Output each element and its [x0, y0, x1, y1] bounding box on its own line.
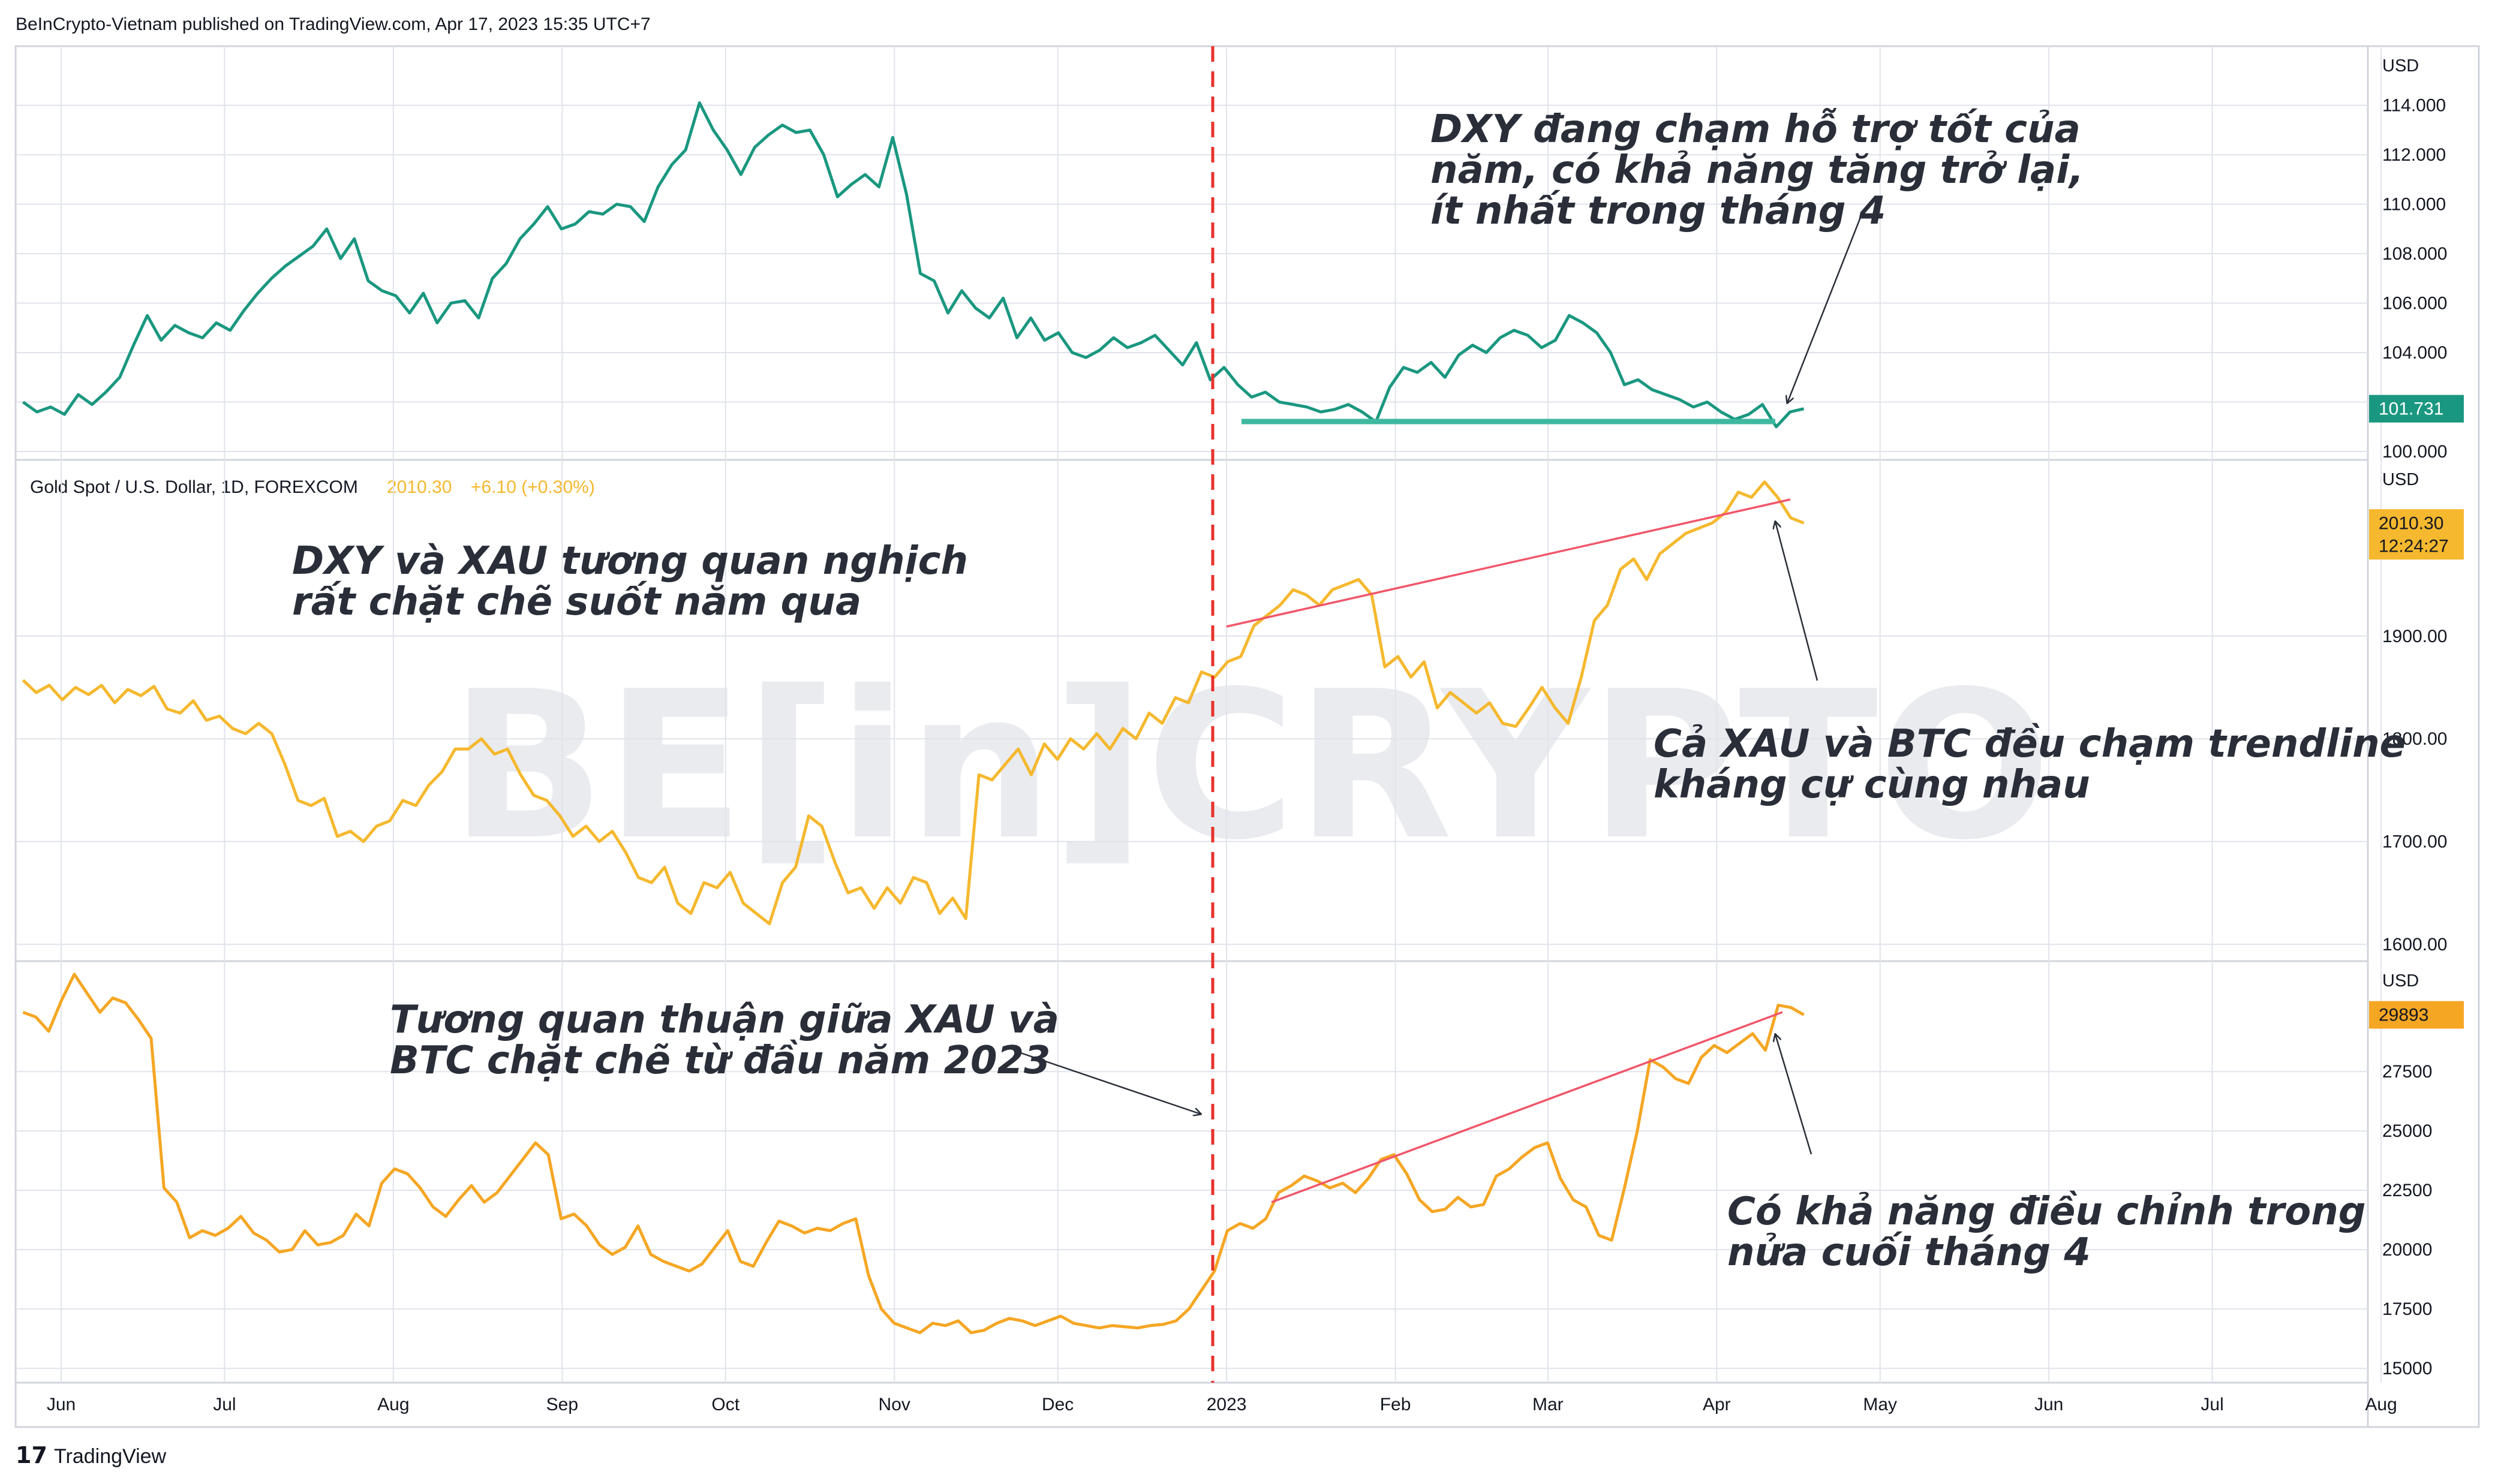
dxy-last-value-label: 101.731 — [2379, 399, 2443, 419]
xau-price-line — [22, 480, 1805, 926]
positive-note-line-1: Tương quan thuận giữa XAU và — [390, 998, 1059, 1042]
dxy-note-line-1: DXY đang chạm hỗ trợ tốt của — [1430, 107, 2081, 152]
y-tick-label-2-3: 22500 — [2382, 1181, 2432, 1200]
y-tick-label-1-0: 1600.00 — [2382, 935, 2447, 955]
xau-legend-change: +6.10 (+0.30%) — [471, 477, 595, 497]
x-tick-label-3: Sep — [546, 1395, 578, 1414]
chart-outer-frame — [14, 45, 2480, 1428]
btc-price-line — [22, 973, 1805, 1335]
pullback-note: Có khả năng điều chỉnh trong nửa cuối th… — [1727, 1190, 2379, 1275]
trendline-note-line-1: Cả XAU và BTC đều chạm trendline — [1654, 722, 2406, 766]
pane-0-unit-label: USD — [2382, 56, 2419, 76]
positive-note-arrow — [1013, 1049, 1201, 1114]
x-tick-label-5: Nov — [879, 1395, 910, 1414]
dxy-note-arrow — [1787, 212, 1863, 403]
dxy-note-line-2: năm, có khả năng tăng trở lại, — [1430, 148, 2084, 192]
y-tick-label-1-3: 1900.00 — [2382, 627, 2447, 646]
x-tick-label-13: Jul — [2201, 1395, 2223, 1414]
x-tick-label-2: Aug — [377, 1395, 409, 1414]
tradingview-logo-icon: 17 — [16, 1442, 47, 1468]
axis-layer: Jun Jul Aug Sep Oct Nov Dec 2023 Feb Mar Apr May Jun… — [47, 56, 2464, 1414]
x-tick-label-11: May — [1863, 1395, 1897, 1414]
pane-1-unit-label: USD — [2382, 470, 2419, 489]
xau-bar-countdown: 12:24:27 — [2379, 536, 2449, 556]
trendline-note-line-2: kháng cự cùng nhau — [1654, 763, 2090, 807]
xau-last-value-label: 2010.30 — [2379, 513, 2443, 533]
xau-legend-title: Gold Spot / U.S. Dollar, 1D, FOREXCOM — [30, 477, 358, 497]
grid-layer — [16, 46, 2382, 1383]
xau-legend-price: 2010.30 — [387, 477, 452, 497]
dxy-price-line — [22, 101, 1805, 429]
x-tick-label-10: Apr — [1703, 1395, 1731, 1414]
pullback-note-line-1: Có khả năng điều chỉnh trong — [1727, 1190, 2366, 1234]
y-tick-label-2-4: 25000 — [2382, 1121, 2432, 1141]
dxy-last-value-tag — [2369, 395, 2464, 423]
y-tick-label-0-2: 104.000 — [2382, 343, 2447, 363]
positive-note-line-2: BTC chặt chẽ từ đầu năm 2023 — [390, 1039, 1051, 1083]
tradingview-brand: TradingView — [54, 1445, 167, 1468]
y-tick-label-2-1: 17500 — [2382, 1299, 2432, 1319]
x-tick-label-14: Aug — [2365, 1395, 2397, 1414]
x-tick-label-9: Mar — [1532, 1395, 1564, 1414]
xau-resistance-trendline — [1226, 498, 1791, 628]
inverse-note-line-1: DXY và XAU tương quan nghịch — [292, 539, 968, 583]
y-tick-label-0-0: 100.000 — [2382, 442, 2447, 462]
x-tick-label-7: 2023 — [1207, 1395, 1247, 1414]
trendline-note: Cả XAU và BTC đều chạm trendline kháng c… — [1654, 722, 2419, 807]
y-tick-label-2-5: 27500 — [2382, 1062, 2432, 1082]
inverse-note-line-2: rất chặt chẽ suốt năm qua — [292, 580, 861, 624]
trendline-note-arrow — [1775, 522, 1818, 681]
pullback-note-line-2: nửa cuối tháng 4 — [1727, 1230, 2091, 1275]
tradingview-logo[interactable]: 17 TradingView — [16, 1442, 167, 1468]
y-tick-label-0-5: 110.000 — [2382, 195, 2446, 215]
xau-last-value-tag — [2369, 509, 2464, 560]
x-tick-label-12: Jun — [2034, 1395, 2063, 1414]
btc-last-value-label: 29893 — [2379, 1006, 2428, 1025]
btc-resistance-trendline — [1271, 1011, 1783, 1203]
x-tick-label-1: Jul — [213, 1395, 236, 1414]
beincrypto-watermark: BE[in]CRYPTO — [450, 648, 2051, 885]
x-tick-label-4: Oct — [711, 1395, 740, 1414]
series-layer — [22, 101, 1805, 1335]
y-tick-label-1-2: 1800.00 — [2382, 729, 2447, 749]
dxy-note: DXY đang chạm hỗ trợ tốt của năm, có khả… — [1430, 107, 2097, 233]
btc-last-value-tag — [2369, 1001, 2464, 1029]
publisher-line: BeInCrypto-Vietnam published on TradingV… — [16, 14, 651, 34]
x-tick-label-6: Dec — [1042, 1395, 1074, 1414]
x-tick-label-0: Jun — [47, 1395, 76, 1414]
y-tick-label-0-3: 106.000 — [2382, 294, 2447, 314]
y-tick-label-0-7: 114.000 — [2382, 96, 2446, 116]
x-tick-label-8: Feb — [1380, 1395, 1411, 1414]
inverse-note: DXY và XAU tương quan nghịch rất chặt ch… — [292, 539, 981, 624]
y-tick-label-2-0: 15000 — [2382, 1359, 2432, 1378]
y-tick-label-2-2: 20000 — [2382, 1240, 2432, 1260]
dxy-note-line-3: ít nhất trong tháng 4 — [1430, 189, 1886, 233]
pane-2-unit-label: USD — [2382, 971, 2419, 991]
y-tick-label-0-4: 108.000 — [2382, 244, 2447, 264]
y-tick-label-0-6: 112.000 — [2382, 145, 2446, 165]
y-tick-label-1-1: 1700.00 — [2382, 832, 2447, 851]
pullback-note-arrow — [1775, 1034, 1812, 1155]
positive-note: Tương quan thuận giữa XAU và BTC chặt ch… — [390, 998, 1072, 1083]
